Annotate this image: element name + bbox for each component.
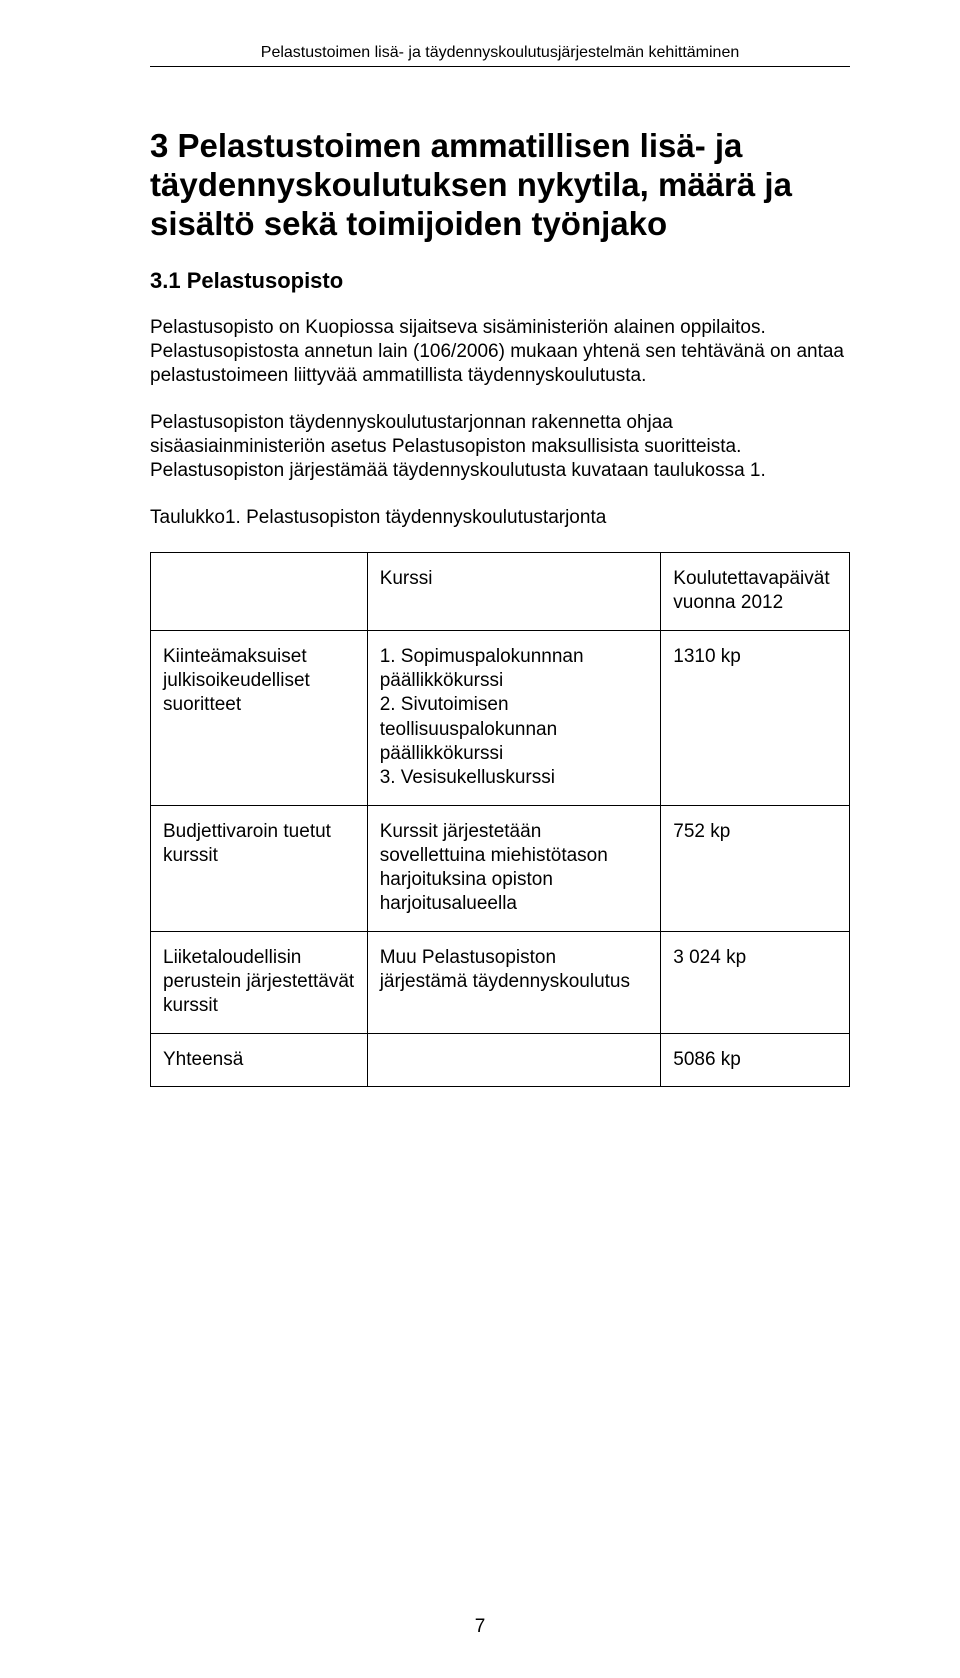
table-row: Liiketaloudellisin perustein järjestettä… — [151, 931, 850, 1033]
page: Pelastustoimen lisä- ja täydennyskoulutu… — [0, 0, 960, 1678]
paragraph-3: Taulukko1. Pelastusopiston täydennyskoul… — [150, 506, 850, 530]
table-cell: Muu Pelastusopiston järjestämä täydennys… — [367, 931, 661, 1033]
page-number: 7 — [0, 1616, 960, 1638]
section-title: 3 Pelastustoimen ammatillisen lisä- ja t… — [150, 127, 850, 244]
table-cell — [367, 1033, 661, 1086]
table-header-cell-koulutettavapaivat: Koulutettavapäivät vuonna 2012 — [661, 553, 850, 631]
table-cell: 1. Sopimuspalokunnnan päällikkökurssi 2.… — [367, 630, 661, 805]
table-cell: Kurssit järjestetään sovellettuina miehi… — [367, 805, 661, 931]
table-cell: Budjettivaroin tuetut kurssit — [151, 805, 368, 931]
table-cell: 1310 kp — [661, 630, 850, 805]
header-rule — [150, 66, 850, 67]
table-cell: 752 kp — [661, 805, 850, 931]
table-cell: 3 024 kp — [661, 931, 850, 1033]
table-cell: Kiinteämaksuiset julkisoikeudelliset suo… — [151, 630, 368, 805]
subsection-title: 3.1 Pelastusopisto — [150, 268, 850, 294]
table-header-row: Kurssi Koulutettavapäivät vuonna 2012 — [151, 553, 850, 631]
paragraph-2: Pelastusopiston täydennyskoulutustarjonn… — [150, 411, 850, 484]
table-header-cell-kurssi: Kurssi — [367, 553, 661, 631]
table-header-cell-empty — [151, 553, 368, 631]
table-row: Kiinteämaksuiset julkisoikeudelliset suo… — [151, 630, 850, 805]
table-cell: 5086 kp — [661, 1033, 850, 1086]
table-row: Yhteensä 5086 kp — [151, 1033, 850, 1086]
table-cell: Yhteensä — [151, 1033, 368, 1086]
training-table: Kurssi Koulutettavapäivät vuonna 2012 Ki… — [150, 552, 850, 1087]
paragraph-1: Pelastusopisto on Kuopiossa sijaitseva s… — [150, 316, 850, 389]
running-header: Pelastustoimen lisä- ja täydennyskoulutu… — [150, 44, 850, 62]
table-row: Budjettivaroin tuetut kurssit Kurssit jä… — [151, 805, 850, 931]
table-cell: Liiketaloudellisin perustein järjestettä… — [151, 931, 368, 1033]
